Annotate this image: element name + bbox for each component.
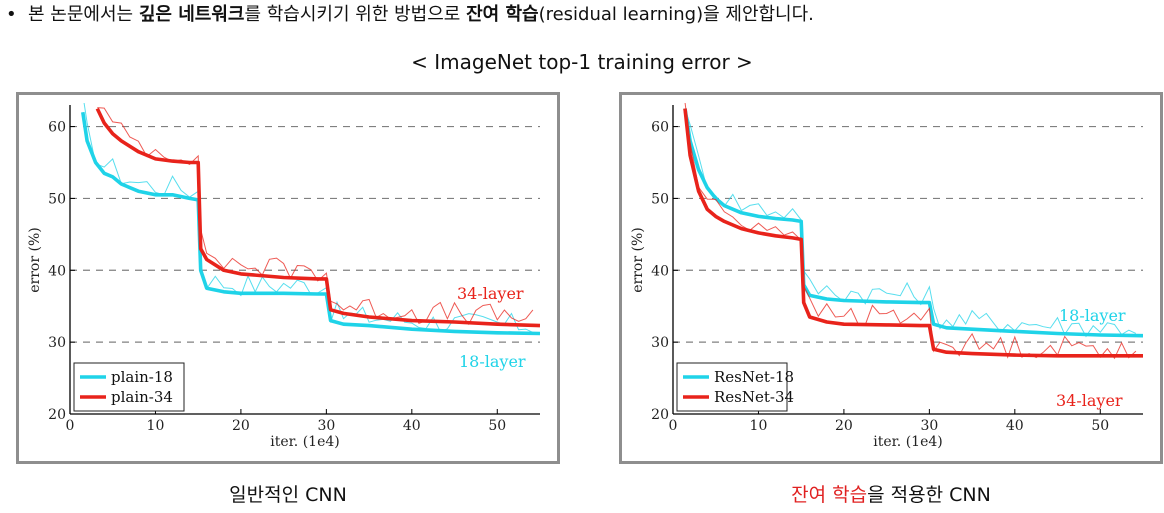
bullet-part-5: (residual learning)을 제안합니다. <box>538 4 814 25</box>
x-tick-label: 40 <box>403 418 421 434</box>
caption-resnet: 잔여 학습을 적용한 CNN <box>619 480 1163 507</box>
series-trace-ResNet-18 <box>684 108 1137 338</box>
x-axis-label: iter. (1e4) <box>270 434 339 450</box>
legend-box <box>676 362 788 412</box>
x-tick-label: 50 <box>1091 418 1109 434</box>
x-axis-label: iter. (1e4) <box>873 434 942 450</box>
annotation-18-layer: 18-layer <box>1059 306 1126 325</box>
plain-cnn-chart-panel: 0 10 20 30 40 50 20 30 40 50 60 iter. (1e4) error (%… <box>16 92 560 464</box>
y-tick-label: 50 <box>48 191 66 207</box>
legend-label-ResNet-34: ResNet-34 <box>714 388 794 406</box>
x-tick-label: 20 <box>232 418 250 434</box>
legend-label-plain-34: plain-34 <box>111 388 173 406</box>
x-tick-label: 0 <box>66 418 75 434</box>
x-tick-label: 30 <box>317 418 335 434</box>
bullet-part-1: 본 논문에서는 <box>28 4 139 25</box>
annotation-34-layer: 34-layer <box>457 284 524 303</box>
resnet-chart: 0 10 20 30 40 50 20 30 40 50 60 iter. (1e4) error (%… <box>630 103 1143 450</box>
bullet-part-residual-learning: 잔여 학습 <box>466 4 539 25</box>
caption-rest: 을 적용한 CNN <box>867 484 991 506</box>
bullet-part-3: 를 학습시키기 위한 방법으로 <box>244 4 467 25</box>
series-line-ResNet-34 <box>683 108 1143 358</box>
bullet-marker: • <box>6 4 17 25</box>
series-trace-plain-34 <box>97 107 534 326</box>
x-tick-label: 20 <box>835 418 853 434</box>
bullet-text: • 본 논문에서는 깊은 네트워크를 학습시키기 위한 방법으로 잔여 학습(re… <box>6 0 814 30</box>
figure-title: < ImageNet top-1 training error > <box>411 50 753 74</box>
y-tick-label: 20 <box>48 407 66 423</box>
y-tick-label: 20 <box>651 407 669 423</box>
series-trace-ResNet-34 <box>684 103 1137 360</box>
bullet-part-deep-network: 깊은 네트워크 <box>138 4 245 25</box>
y-tick-label: 60 <box>48 120 66 136</box>
x-tick-label: 40 <box>1006 418 1024 434</box>
x-tick-label: 0 <box>669 418 678 434</box>
legend-label-ResNet-18: ResNet-18 <box>714 368 794 386</box>
x-tick-label: 10 <box>750 418 768 434</box>
y-tick-label: 50 <box>651 191 669 207</box>
y-axis-label: error (%) <box>27 227 43 292</box>
x-tick-label: 50 <box>488 418 506 434</box>
legend-box <box>73 362 185 412</box>
caption-plain-cnn: 일반적인 CNN <box>229 484 347 506</box>
plain-cnn-chart: 0 10 20 30 40 50 20 30 40 50 60 iter. (1e4) error (%… <box>27 103 540 450</box>
annotation-34-layer: 34-layer <box>1056 391 1123 410</box>
x-tick-label: 30 <box>920 418 938 434</box>
y-tick-label: 40 <box>651 263 669 279</box>
x-tick-label: 10 <box>147 418 165 434</box>
resnet-chart-panel: 0 10 20 30 40 50 20 30 40 50 60 iter. (1e4) error (%… <box>619 92 1163 464</box>
y-tick-label: 30 <box>48 335 66 351</box>
legend-label-plain-18: plain-18 <box>111 368 173 386</box>
y-axis-label: error (%) <box>630 227 646 292</box>
y-tick-label: 60 <box>651 120 669 136</box>
annotation-18-layer: 18-layer <box>459 352 526 371</box>
series-line-ResNet-18 <box>683 108 1143 338</box>
caption-highlight: 잔여 학습 <box>791 484 868 506</box>
series-line-plain-18 <box>81 111 540 336</box>
series-line-plain-34 <box>95 107 540 328</box>
y-tick-label: 40 <box>48 263 66 279</box>
y-tick-label: 30 <box>651 335 669 351</box>
